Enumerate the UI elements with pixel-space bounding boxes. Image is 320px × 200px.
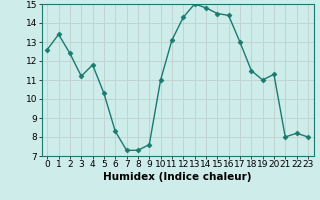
X-axis label: Humidex (Indice chaleur): Humidex (Indice chaleur) — [103, 172, 252, 182]
